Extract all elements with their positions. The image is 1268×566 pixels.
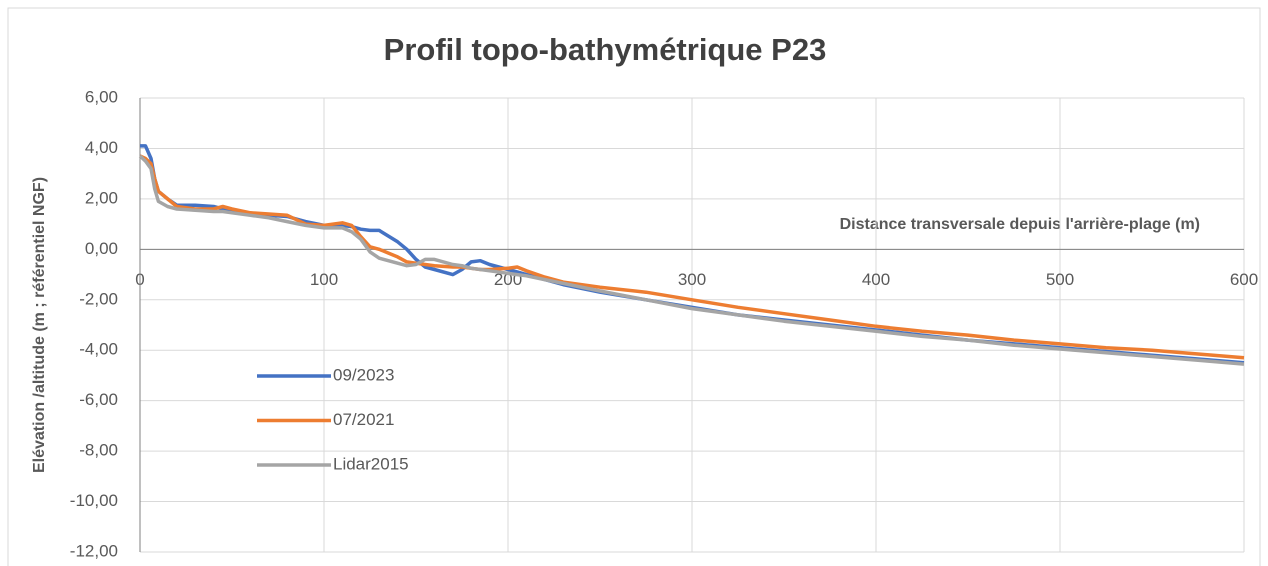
x-tick-label: 400 xyxy=(862,270,890,289)
y-tick-label: -6,00 xyxy=(79,390,118,409)
y-tick-label: 0,00 xyxy=(85,239,118,258)
y-tick-label: 2,00 xyxy=(85,188,118,207)
x-tick-label: 100 xyxy=(310,270,338,289)
y-tick-label: -4,00 xyxy=(79,340,118,359)
y-tick-label: 4,00 xyxy=(85,138,118,157)
y-tick-label: -10,00 xyxy=(70,491,118,510)
legend-label: 09/2023 xyxy=(333,365,394,384)
x-axis-title: Distance transversale depuis l'arrière-p… xyxy=(840,216,1200,233)
series-line xyxy=(138,154,1245,366)
y-tick-label: -12,00 xyxy=(70,541,118,560)
y-tick-label: -8,00 xyxy=(79,441,118,460)
y-axis-title: Elévation /altitude (m ; référentiel NGF… xyxy=(31,177,48,473)
chart-frame xyxy=(7,7,1261,566)
y-tick-label: 6,00 xyxy=(85,87,118,106)
legend-label: Lidar2015 xyxy=(333,454,409,473)
x-tick-label: 300 xyxy=(678,270,706,289)
legend-label: 07/2021 xyxy=(333,410,394,429)
series-line xyxy=(139,154,1245,360)
x-tick-label: 500 xyxy=(1046,270,1074,289)
chart-title: Profil topo-bathymétrique P23 xyxy=(384,32,827,67)
y-tick-label: -2,00 xyxy=(79,289,118,308)
x-tick-label: 600 xyxy=(1230,270,1258,289)
